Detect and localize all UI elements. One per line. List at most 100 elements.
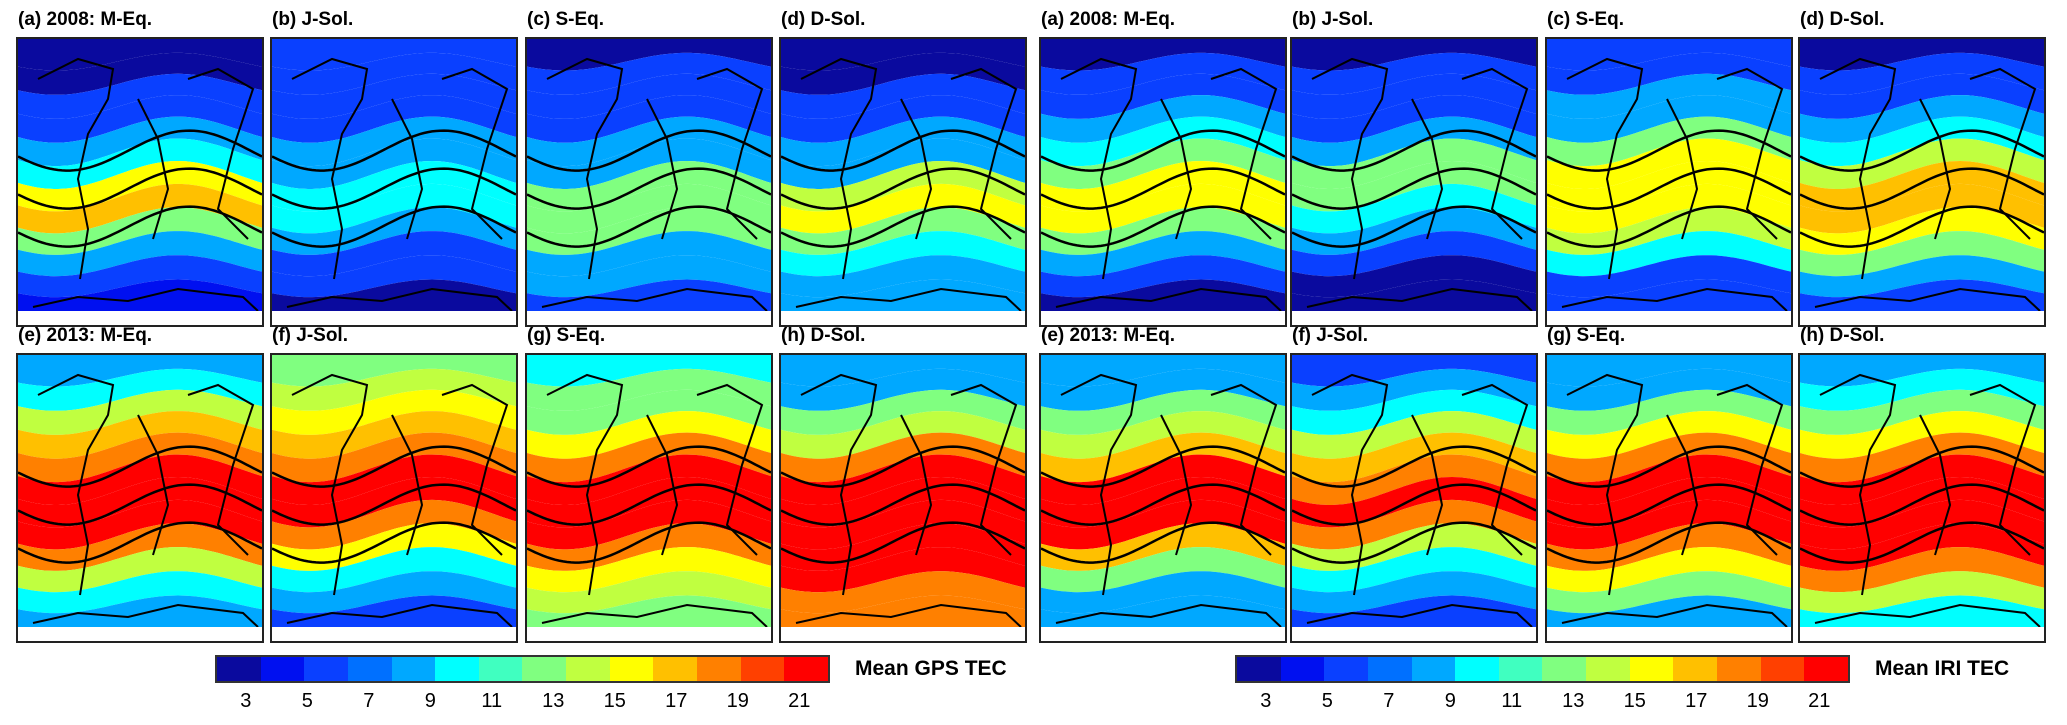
tec-contour-band	[272, 95, 516, 143]
tec-contour-band	[781, 279, 1025, 311]
axis-strip	[1800, 627, 2044, 641]
tec-contour-band	[1041, 95, 1285, 143]
axis-strip	[1547, 311, 1791, 325]
tec-contour-band	[1292, 161, 1536, 212]
colorbar-tick-label: 5	[1321, 690, 1333, 712]
tec-contour-band	[1292, 255, 1536, 298]
tec-map-panel	[1545, 353, 1793, 643]
magnetic-equator-line	[272, 167, 516, 210]
magnetic-equator-line	[527, 167, 771, 210]
tec-contour-band	[1547, 368, 1791, 411]
tec-contour-band	[781, 477, 1025, 528]
tec-contour-band	[527, 231, 771, 277]
tec-contour-band	[1292, 595, 1536, 627]
tec-contour-band	[1292, 183, 1536, 234]
tec-contour-band	[1800, 499, 2044, 550]
magnetic-latitude-line	[1041, 129, 1285, 172]
tec-contour-band	[1292, 571, 1536, 614]
tec-contour-band	[781, 547, 1025, 593]
tec-contour-band	[18, 183, 262, 234]
coastline	[1814, 57, 2041, 312]
tec-contour-band	[1547, 523, 1791, 571]
axis-strip	[272, 627, 516, 641]
tec-contour-band	[527, 116, 771, 167]
magnetic-equator-line	[1800, 167, 2044, 210]
coastline	[1814, 373, 2041, 628]
tec-contour-band	[1547, 39, 1791, 71]
axis-strip	[527, 627, 771, 641]
tec-contour-band	[272, 355, 516, 387]
magnetic-equator-line	[1800, 483, 2044, 526]
tec-contour-band	[18, 231, 262, 277]
colorbar-segment	[1804, 657, 1848, 681]
colorbar-segment	[347, 657, 392, 681]
colorbar-segment	[609, 657, 654, 681]
axis-strip	[1041, 627, 1285, 641]
tec-contour-band	[18, 547, 262, 593]
magnetic-latitude-line	[272, 129, 516, 172]
tec-contour-band	[1800, 161, 2044, 212]
magnetic-equator-line	[18, 483, 262, 526]
tec-contour-band	[527, 368, 771, 411]
tec-contour-band	[527, 73, 771, 119]
tec-contour-band	[272, 207, 516, 255]
tec-contour-band	[1292, 279, 1536, 311]
colorbar-segment	[435, 657, 479, 681]
tec-contour-band	[272, 161, 516, 212]
coastline	[1306, 373, 1533, 628]
panel-title: (f) J-Sol.	[272, 325, 348, 346]
colorbar-segment	[740, 657, 785, 681]
axis-strip	[18, 311, 262, 325]
panel-title: (f) J-Sol.	[1292, 325, 1368, 346]
panel-title: (d) D-Sol.	[781, 9, 866, 30]
tec-contour-band	[527, 207, 771, 255]
tec-contour-band	[1292, 355, 1536, 387]
tec-contour-band	[1292, 477, 1536, 528]
tec-contour-band	[1547, 279, 1791, 311]
coastline	[1055, 373, 1282, 628]
tec-contour-band	[1547, 52, 1791, 95]
tec-contour-band	[272, 73, 516, 119]
tec-contour-band	[1041, 39, 1285, 71]
magnetic-latitude-line	[1800, 129, 2044, 172]
tec-contour-band	[272, 523, 516, 571]
panel-title: (c) S-Eq.	[1547, 9, 1625, 30]
tec-contour-band	[1041, 183, 1285, 234]
magnetic-latitude-line	[272, 445, 516, 488]
tec-contour-band	[18, 255, 262, 298]
tec-contour-band	[1041, 368, 1285, 411]
panel-title: (a) 2008: M-Eq.	[1041, 9, 1176, 30]
tec-contour-band	[1547, 255, 1791, 298]
tec-map-panel	[16, 353, 264, 643]
tec-contour-band	[527, 499, 771, 550]
colorbar-label: Mean GPS TEC	[855, 657, 1007, 680]
colorbar-segment	[217, 657, 261, 681]
magnetic-latitude-line	[18, 445, 262, 488]
tec-contour-band	[781, 73, 1025, 119]
tec-contour-band	[1800, 523, 2044, 571]
tec-contour-band	[272, 39, 516, 71]
tec-contour-band	[1041, 255, 1285, 298]
tec-contour-band	[1292, 207, 1536, 255]
tec-contour-band	[1547, 595, 1791, 627]
coastline	[32, 373, 259, 628]
tec-contour-band	[527, 389, 771, 435]
tec-contour-band	[272, 231, 516, 277]
magnetic-equator-line	[272, 483, 516, 526]
coastline	[795, 57, 1022, 312]
tec-contour-band	[272, 499, 516, 550]
tec-contour-band	[1547, 477, 1791, 528]
panel-title: (a) 2008: M-Eq.	[18, 9, 153, 30]
colorbar-segment	[304, 657, 348, 681]
colorbar-label: Mean IRI TEC	[1875, 657, 2010, 680]
tec-contour-band	[1041, 547, 1285, 593]
tec-contour-band	[1041, 571, 1285, 614]
tec-contour-band	[272, 411, 516, 459]
tec-contour-band	[272, 255, 516, 298]
tec-contour-band	[272, 52, 516, 95]
tec-contour-band	[527, 39, 771, 71]
coastline	[286, 373, 513, 628]
colorbar-segment	[1280, 657, 1325, 681]
tec-contour-band	[1800, 595, 2044, 627]
tec-map-panel	[270, 353, 518, 643]
